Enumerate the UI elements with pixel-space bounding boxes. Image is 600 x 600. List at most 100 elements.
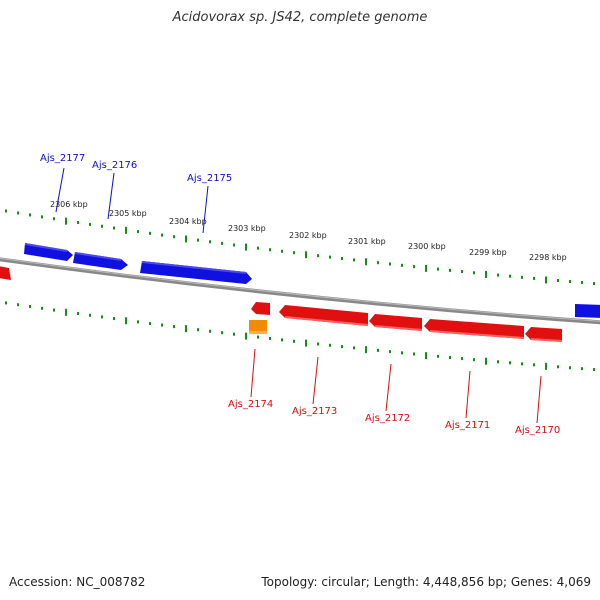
scale-label: 2302 kbp [289, 231, 327, 240]
minor-tick [353, 346, 355, 350]
minor-tick [521, 275, 523, 279]
minor-tick [221, 331, 223, 335]
gene-highlight [142, 261, 246, 274]
gene-highlight [25, 243, 67, 252]
minor-tick [53, 217, 55, 221]
minor-tick [509, 274, 511, 278]
gene-label-ajs-2171[interactable]: Ajs_2171 [445, 420, 490, 431]
minor-tick [569, 366, 571, 370]
minor-tick [173, 235, 175, 239]
major-tick [305, 251, 307, 259]
gene-highlight [75, 252, 121, 261]
genome-backbone-highlight [0, 257, 600, 322]
minor-tick [329, 343, 331, 347]
scale-label: 2303 kbp [228, 224, 266, 233]
minor-tick [5, 301, 7, 305]
minor-tick [377, 348, 379, 352]
gene-highlight [430, 330, 524, 339]
minor-tick [29, 305, 31, 309]
minor-tick [521, 362, 523, 366]
minor-tick [281, 249, 283, 253]
minor-tick [473, 358, 475, 362]
genome-title: Acidovorax sp. JS42, complete genome [172, 10, 428, 25]
minor-tick [437, 354, 439, 358]
leader-line [55, 167, 65, 213]
minor-tick [269, 248, 271, 252]
minor-tick [557, 365, 559, 369]
major-tick [125, 226, 127, 234]
minor-tick [221, 241, 223, 245]
gene-label-ajs-2173[interactable]: Ajs_2173 [292, 406, 337, 417]
gene-ajs-2173[interactable] [279, 305, 368, 326]
minor-tick [17, 303, 19, 307]
major-tick [185, 325, 187, 333]
gene-ajs-2176[interactable] [73, 252, 128, 270]
minor-tick [329, 255, 331, 259]
gene-ajs-2171[interactable] [424, 319, 524, 339]
minor-tick [461, 357, 463, 361]
major-tick [245, 332, 247, 340]
minor-tick [257, 246, 259, 250]
minor-tick [89, 222, 91, 226]
scale-label: 2299 kbp [469, 248, 507, 257]
leader-line [385, 363, 392, 412]
minor-tick [389, 350, 391, 354]
minor-tick [449, 355, 451, 359]
minor-tick [149, 321, 151, 325]
minor-tick [137, 230, 139, 234]
genome-backbone [0, 257, 600, 325]
minor-tick [593, 368, 595, 372]
gene-label-ajs-2176[interactable]: Ajs_2176 [92, 160, 137, 171]
leader-line [107, 172, 115, 220]
gene-label-ajs-2172[interactable]: Ajs_2172 [365, 413, 410, 424]
scale-label: 2300 kbp [408, 242, 446, 251]
minor-tick [293, 339, 295, 343]
minor-tick [317, 254, 319, 258]
feature-orange[interactable] [249, 320, 267, 334]
minor-tick [389, 262, 391, 266]
gene-left-edge-reverse[interactable] [0, 266, 11, 280]
minor-tick [341, 345, 343, 349]
minor-tick [209, 329, 211, 333]
gene-ajs-2175[interactable] [140, 261, 252, 284]
minor-tick [401, 351, 403, 355]
leader-line [202, 185, 209, 234]
minor-tick [401, 263, 403, 267]
minor-tick [149, 231, 151, 235]
gene-label-ajs-2175[interactable]: Ajs_2175 [187, 173, 232, 184]
scale-label: 2304 kbp [169, 217, 207, 226]
minor-tick [269, 336, 271, 340]
minor-tick [101, 315, 103, 319]
major-tick [245, 243, 247, 251]
major-tick [425, 352, 427, 360]
minor-tick [509, 361, 511, 365]
leader-line [536, 375, 542, 424]
gene-label-ajs-2177[interactable]: Ajs_2177 [40, 153, 85, 164]
scale-labels: 2306 kbp 2305 kbp 2304 kbp 2303 kbp 2302… [50, 200, 567, 262]
minor-tick [41, 215, 43, 219]
gene-label-ajs-2174[interactable]: Ajs_2174 [228, 399, 273, 410]
minor-tick [497, 273, 499, 277]
major-tick [545, 362, 547, 370]
minor-tick [449, 268, 451, 272]
minor-tick [5, 209, 7, 213]
minor-tick [413, 352, 415, 356]
gene-ajs-2174[interactable] [251, 302, 270, 315]
gene-right-edge-forward[interactable] [575, 304, 600, 318]
minor-tick [77, 221, 79, 225]
minor-tick [581, 367, 583, 371]
minor-tick [353, 258, 355, 262]
major-tick [65, 308, 67, 316]
minor-tick [569, 280, 571, 284]
minor-tick [161, 323, 163, 327]
major-tick [365, 258, 367, 266]
gene-ajs-2177[interactable] [24, 243, 73, 261]
minor-tick [413, 265, 415, 269]
minor-tick [89, 313, 91, 317]
genome-summary-text: Topology: circular; Length: 4,448,856 bp… [261, 575, 591, 589]
minor-tick [113, 317, 115, 321]
gene-highlight [531, 338, 562, 342]
minor-tick [293, 251, 295, 255]
gene-label-ajs-2170[interactable]: Ajs_2170 [515, 425, 560, 436]
